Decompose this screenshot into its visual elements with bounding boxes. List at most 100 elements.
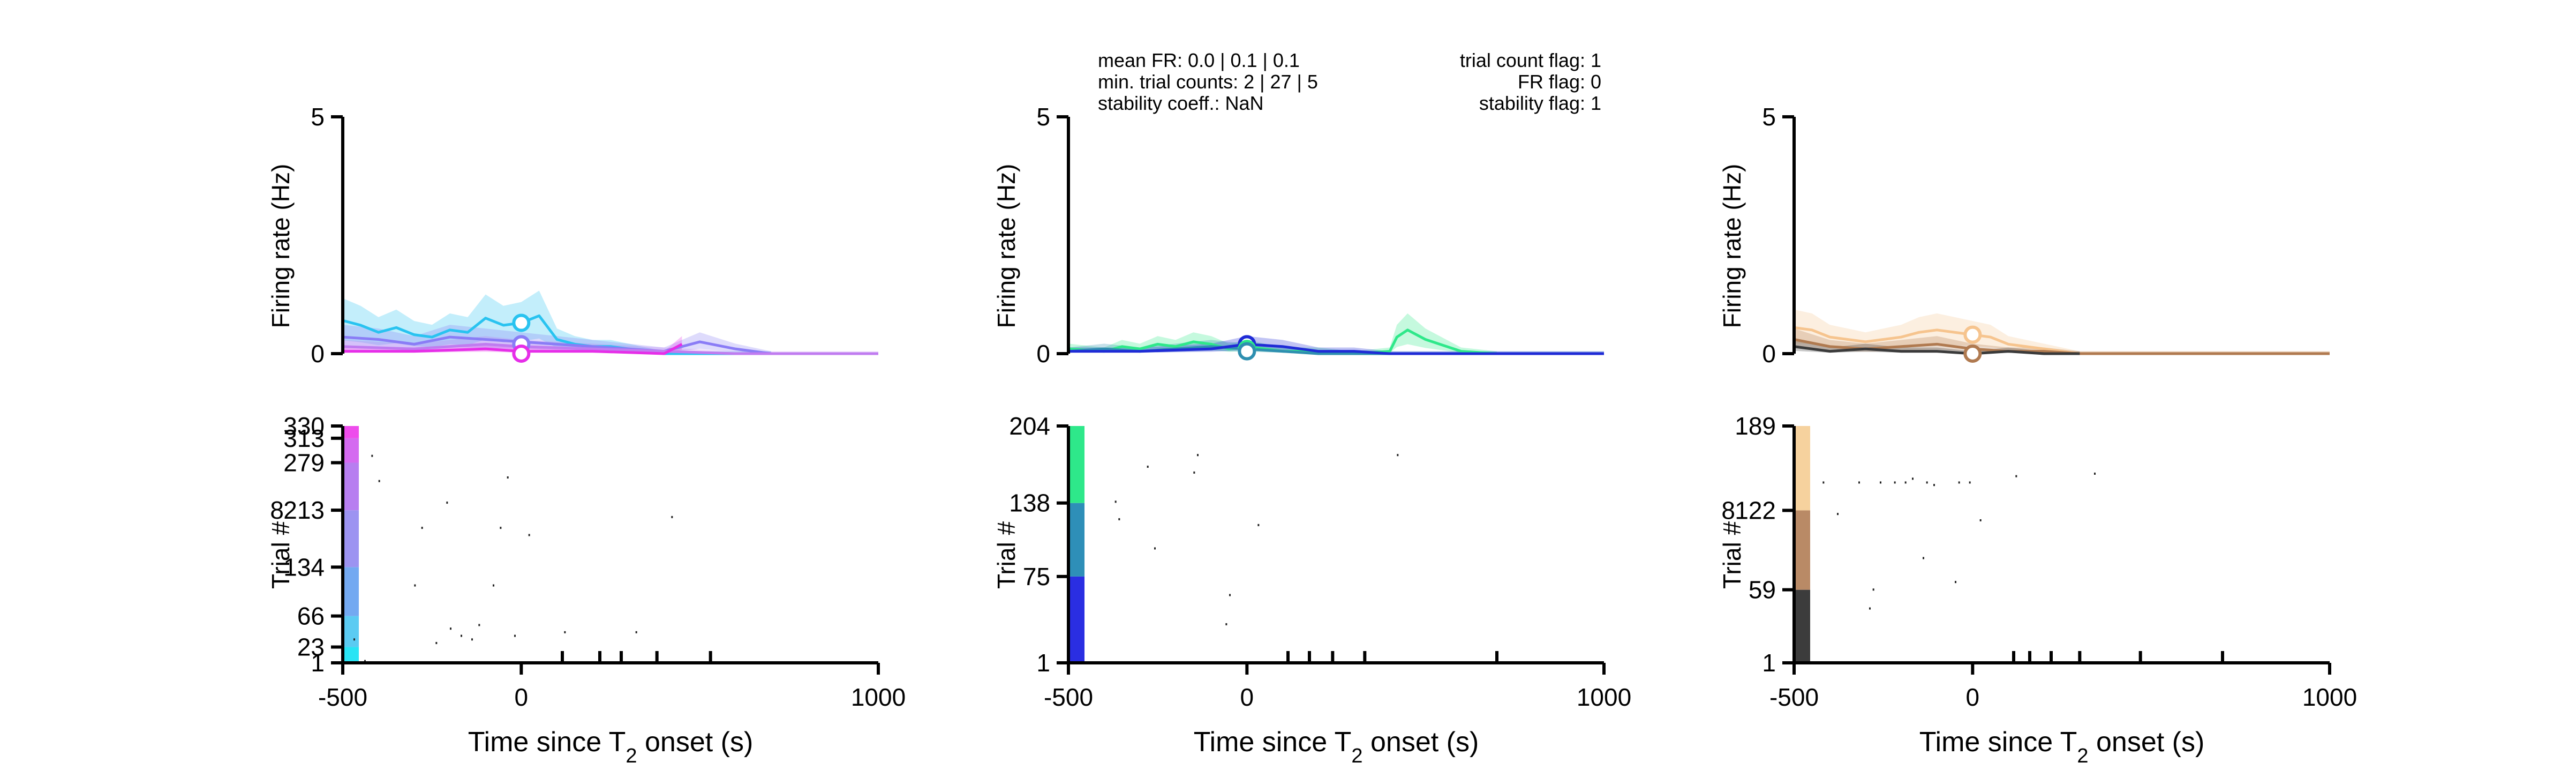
raster-condition-band-2 — [343, 567, 359, 616]
subplot-center: 0 5 Firing rate (Hz) mean FR: 0.0 | 0.1 | 0… — [992, 49, 1631, 767]
raster-condition-band-5 — [343, 438, 359, 463]
raster-condition-band-3 — [343, 510, 359, 567]
raster-spike — [1979, 519, 1982, 521]
raster-spike — [435, 642, 438, 645]
stats-annotation-right: stability flag: 1 — [1479, 92, 1601, 114]
raster-y-tick-label: 189 — [1735, 412, 1776, 440]
raster-spike — [378, 480, 380, 482]
psth-marker-2 — [512, 345, 531, 363]
psth-error-band-1 — [1794, 328, 2330, 354]
raster-spike — [635, 631, 637, 633]
raster-x-tick-label: 1000 — [2302, 683, 2357, 711]
psth-error-band-0 — [1794, 309, 2330, 354]
raster-condition-band-2 — [1794, 426, 1810, 511]
raster-spike — [1837, 513, 1839, 515]
raster-spike — [414, 584, 416, 587]
raster-y-tick-label: 279 — [283, 449, 325, 477]
psth-y-axis-label: Firing rate (Hz) — [992, 164, 1020, 328]
raster-condition-band-0 — [1794, 589, 1810, 663]
raster-x-tick-label: -500 — [318, 683, 367, 711]
stats-annotation-left: mean FR: 0.0 | 0.1 | 0.1 — [1098, 49, 1300, 71]
raster-spike — [1880, 481, 1881, 484]
raster-spike — [564, 631, 566, 633]
raster-spike — [1872, 588, 1874, 591]
raster-spike — [364, 660, 366, 662]
raster-spike — [2094, 472, 2096, 475]
raster-spike — [421, 527, 423, 529]
raster-spike — [1114, 500, 1117, 503]
raster-spike — [500, 527, 502, 529]
raster-y-tick-label-overlap: 8 — [1721, 497, 1735, 525]
raster-x-tick-label: 0 — [1966, 683, 1980, 711]
raster-spike — [1397, 454, 1399, 457]
raster-spike — [1904, 481, 1907, 484]
raster-y-tick-label: 1 — [1036, 649, 1050, 677]
raster-spike — [1969, 481, 1971, 484]
raster-spike — [450, 627, 451, 630]
raster-y-tick-label: 204 — [1009, 412, 1050, 440]
raster-spike — [1912, 477, 1914, 480]
x-axis-label: Time since T2 onset (s) — [1919, 727, 2205, 767]
raster-y-tick-label: 138 — [1009, 489, 1050, 517]
raster-spike — [446, 502, 448, 504]
raster-y-tick-label: 66 — [297, 602, 325, 630]
raster-y-tick-label: 1 — [1762, 649, 1776, 677]
raster-spike — [1933, 484, 1935, 487]
raster-condition-band-0 — [343, 647, 359, 663]
raster-spike — [1955, 581, 1956, 584]
raster-spike — [1154, 547, 1156, 550]
raster-x-tick-label: -500 — [1044, 683, 1093, 711]
raster-spike — [1822, 481, 1825, 484]
raster-y-tick-label: 122 — [1735, 497, 1776, 525]
raster-spike — [1193, 471, 1195, 474]
psth-y-tick-label: 0 — [1762, 340, 1776, 368]
raster-y-tick-label-overlap: 8 — [270, 496, 284, 524]
stats-annotation-right: FR flag: 0 — [1518, 71, 1601, 93]
raster-spike — [1197, 454, 1199, 457]
raster-condition-band-1 — [343, 616, 359, 647]
x-axis-label: Time since T2 onset (s) — [1194, 727, 1479, 767]
raster-condition-band-4 — [343, 462, 359, 511]
raster-y-tick-label: 75 — [1023, 563, 1050, 590]
raster-y-axis-label: Trial # — [267, 521, 295, 589]
psth-marker-1 — [1963, 345, 1982, 363]
psth-y-axis-label: Firing rate (Hz) — [267, 164, 295, 328]
raster-spike — [371, 454, 373, 457]
raster-y-tick-label: 313 — [283, 424, 325, 452]
psth-error-band-0 — [1068, 313, 1497, 354]
stats-annotation-left: min. trial counts: 2 | 27 | 5 — [1098, 71, 1318, 93]
raster-spike — [1958, 481, 1960, 484]
raster-y-axis-label: Trial # — [1718, 521, 1746, 589]
psth-y-axis-label: Firing rate (Hz) — [1718, 164, 1746, 328]
raster-spike — [1257, 524, 1260, 526]
raster-spike — [528, 534, 530, 536]
psth-y-tick-label: 5 — [1036, 103, 1050, 131]
raster-spike — [493, 584, 494, 587]
psth-series-line-1 — [342, 335, 772, 355]
raster-spike — [1926, 481, 1928, 484]
raster-y-tick-label: 330 — [283, 412, 325, 440]
raster-spike — [514, 634, 516, 637]
raster-spike — [1118, 518, 1120, 521]
psth-series-line-2 — [1068, 342, 1604, 355]
psth-series-line-2 — [342, 342, 878, 355]
raster-spike — [1225, 623, 1227, 625]
raster-condition-band-1 — [1068, 503, 1084, 577]
raster-y-tick-label: 23 — [297, 633, 325, 661]
raster-spike — [1858, 481, 1860, 484]
stats-annotation-right: trial count flag: 1 — [1460, 49, 1601, 71]
raster-spike — [1229, 594, 1231, 596]
raster-spike — [353, 638, 355, 641]
psth-y-tick-label: 0 — [311, 340, 325, 368]
psth-y-tick-label: 0 — [1036, 340, 1050, 368]
raster-x-tick-label: 0 — [515, 683, 529, 711]
psth-marker-2 — [1238, 342, 1256, 361]
raster-condition-band-2 — [1068, 426, 1084, 503]
psth-y-tick-label: 5 — [311, 103, 325, 131]
raster-spike — [1894, 481, 1896, 484]
raster-x-tick-label: 1000 — [1577, 683, 1631, 711]
raster-x-tick-label: -500 — [1769, 683, 1819, 711]
